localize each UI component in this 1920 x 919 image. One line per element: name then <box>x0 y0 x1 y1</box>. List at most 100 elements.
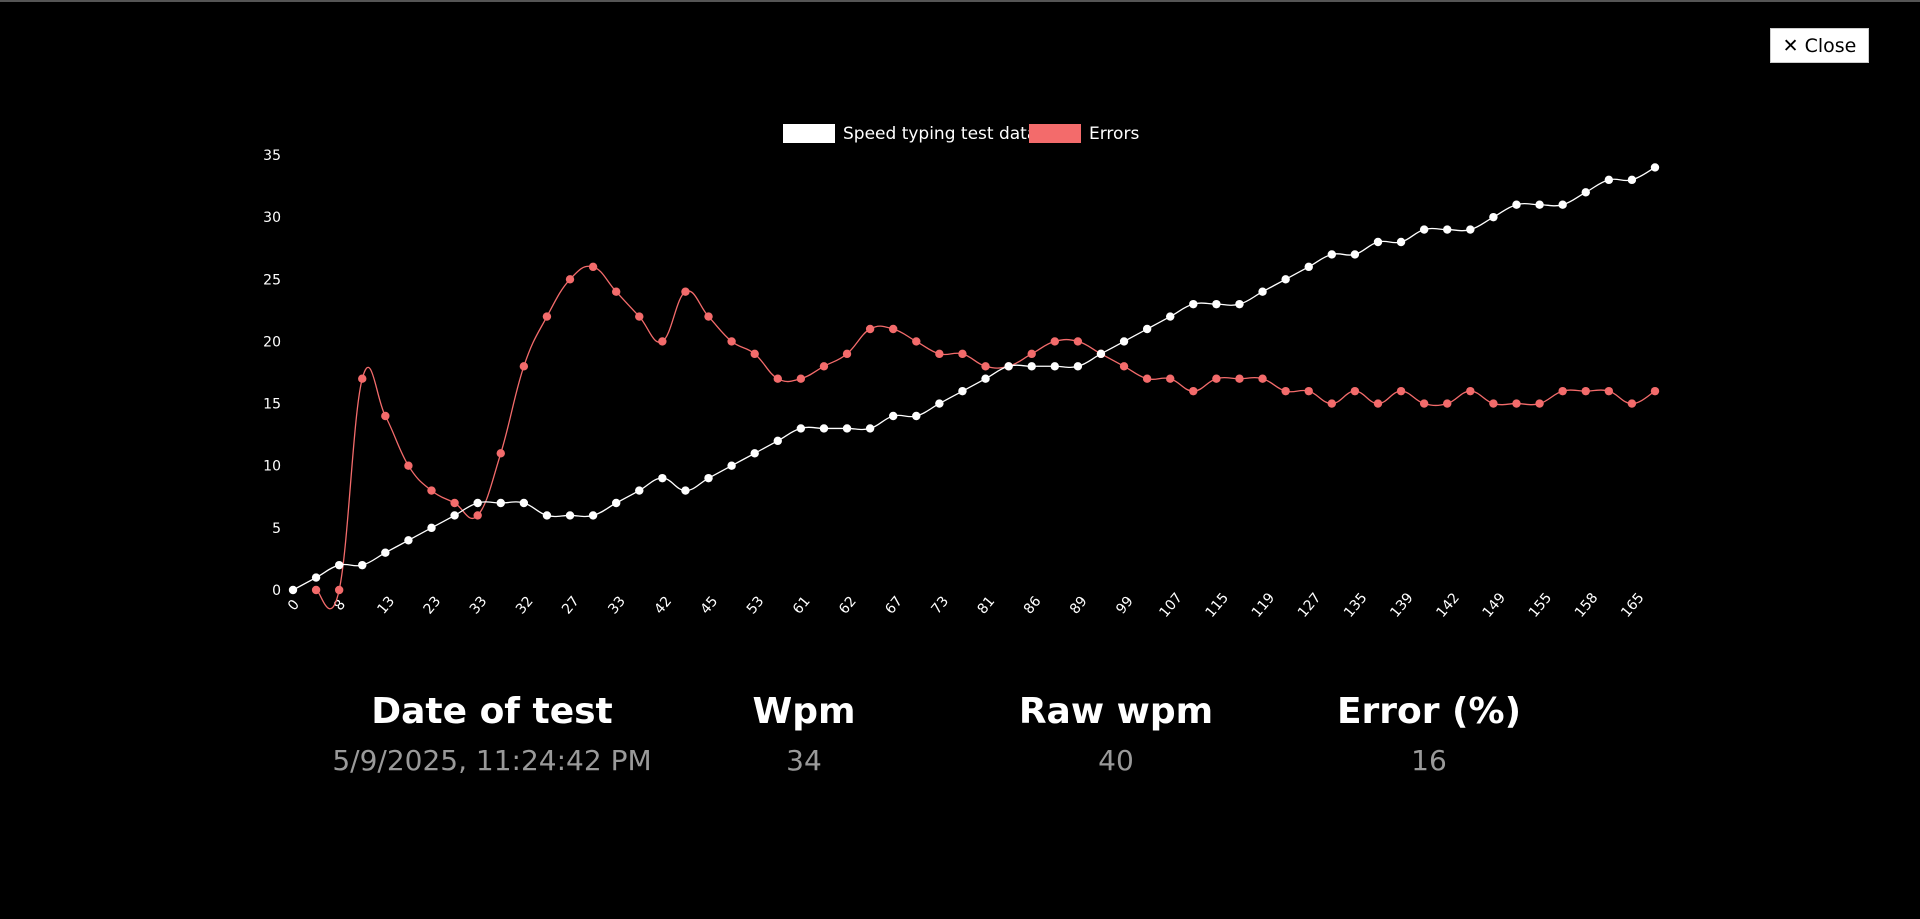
x-tick-label: 135 <box>1341 590 1370 621</box>
data-point <box>611 287 621 296</box>
data-point <box>1027 349 1036 359</box>
data-point <box>542 511 552 520</box>
data-point <box>381 548 390 557</box>
data-point <box>1212 374 1221 383</box>
data-point <box>773 436 782 446</box>
data-point <box>1396 237 1406 247</box>
x-tick-label: 139 <box>1387 590 1416 621</box>
close-button[interactable]: ✕ Close <box>1770 28 1869 63</box>
data-point <box>588 262 598 272</box>
data-point <box>1004 362 1013 371</box>
x-tick-label: 67 <box>882 593 906 617</box>
y-tick-label: 35 <box>263 148 281 164</box>
data-point <box>1258 374 1267 383</box>
data-point <box>658 337 667 346</box>
data-point <box>1166 312 1175 321</box>
data-point <box>1350 250 1360 259</box>
data-point <box>1627 399 1637 408</box>
data-point <box>334 560 344 570</box>
x-tick-label: 142 <box>1433 590 1462 621</box>
data-point <box>611 498 621 508</box>
data-point <box>311 585 321 595</box>
stat-error-value: 16 <box>1411 744 1447 777</box>
data-point <box>1119 362 1129 371</box>
data-point <box>681 287 690 296</box>
data-point <box>981 374 990 383</box>
data-point <box>450 511 459 520</box>
data-point <box>889 324 898 334</box>
data-point <box>842 424 852 433</box>
data-point <box>1489 212 1498 222</box>
x-tick-label: 155 <box>1526 590 1555 621</box>
y-tick-label: 15 <box>263 397 281 413</box>
data-point <box>935 399 944 408</box>
data-point <box>1212 299 1221 309</box>
x-tick-label: 81 <box>975 593 999 617</box>
data-point <box>1189 299 1198 309</box>
data-point <box>288 585 298 595</box>
data-point <box>1373 399 1383 408</box>
data-point <box>565 275 575 284</box>
y-tick-label: 25 <box>263 272 281 288</box>
data-point <box>334 585 344 595</box>
stats-panel: Date of test 5/9/2025, 11:24:42 PM Wpm 3… <box>0 685 1920 795</box>
data-point <box>1558 386 1567 396</box>
x-tick-label: 119 <box>1249 590 1278 621</box>
data-point <box>358 374 367 383</box>
data-point <box>865 324 875 334</box>
x-tick-label: 107 <box>1156 590 1185 621</box>
data-point <box>1373 237 1383 247</box>
x-tick-label: 62 <box>836 593 860 617</box>
data-point <box>1535 399 1544 408</box>
stat-wpm-value: 34 <box>786 744 822 777</box>
stat-raw-wpm: Raw wpm 40 <box>916 685 1316 783</box>
data-point <box>1466 225 1475 234</box>
data-point <box>796 374 806 383</box>
x-tick-label: 0 <box>285 597 303 614</box>
data-point <box>819 424 829 433</box>
data-point <box>727 337 736 346</box>
data-point <box>1166 374 1175 383</box>
data-point <box>358 560 367 570</box>
data-point <box>427 486 436 495</box>
data-point <box>381 411 390 421</box>
x-tick-label: 115 <box>1203 590 1232 621</box>
x-tick-label: 13 <box>374 593 398 617</box>
close-icon: ✕ <box>1782 34 1799 57</box>
data-point <box>1396 386 1406 396</box>
data-point <box>1258 287 1267 296</box>
data-point <box>865 424 875 433</box>
data-point <box>450 498 459 508</box>
legend-swatch <box>1029 124 1081 143</box>
data-point <box>635 486 644 495</box>
data-point <box>311 573 321 582</box>
x-tick-label: 27 <box>559 593 583 617</box>
x-tick-label: 165 <box>1618 590 1647 621</box>
data-point <box>473 498 482 508</box>
data-point <box>1604 175 1614 185</box>
data-point <box>473 511 482 520</box>
stat-error-label: Error (%) <box>1336 691 1522 732</box>
data-point <box>819 362 829 371</box>
data-point <box>1558 200 1567 209</box>
legend-swatch <box>783 124 835 143</box>
data-point <box>1281 275 1290 284</box>
data-point <box>496 498 505 508</box>
y-tick-label: 0 <box>272 583 281 599</box>
data-point <box>404 536 413 545</box>
x-tick-label: 99 <box>1113 593 1137 617</box>
legend-label: Speed typing test data <box>843 124 1037 144</box>
data-point <box>1512 399 1521 408</box>
stat-wpm-label: Wpm <box>752 691 856 732</box>
data-point <box>635 312 644 321</box>
data-point <box>958 386 967 396</box>
data-point <box>1327 399 1337 408</box>
data-point <box>1189 386 1198 396</box>
data-point <box>842 349 852 359</box>
data-point <box>1142 324 1152 334</box>
data-point <box>1350 386 1360 396</box>
data-point <box>1304 386 1313 396</box>
data-point <box>1073 337 1083 346</box>
stat-date: Date of test 5/9/2025, 11:24:42 PM <box>292 685 692 783</box>
data-point <box>1235 299 1244 309</box>
